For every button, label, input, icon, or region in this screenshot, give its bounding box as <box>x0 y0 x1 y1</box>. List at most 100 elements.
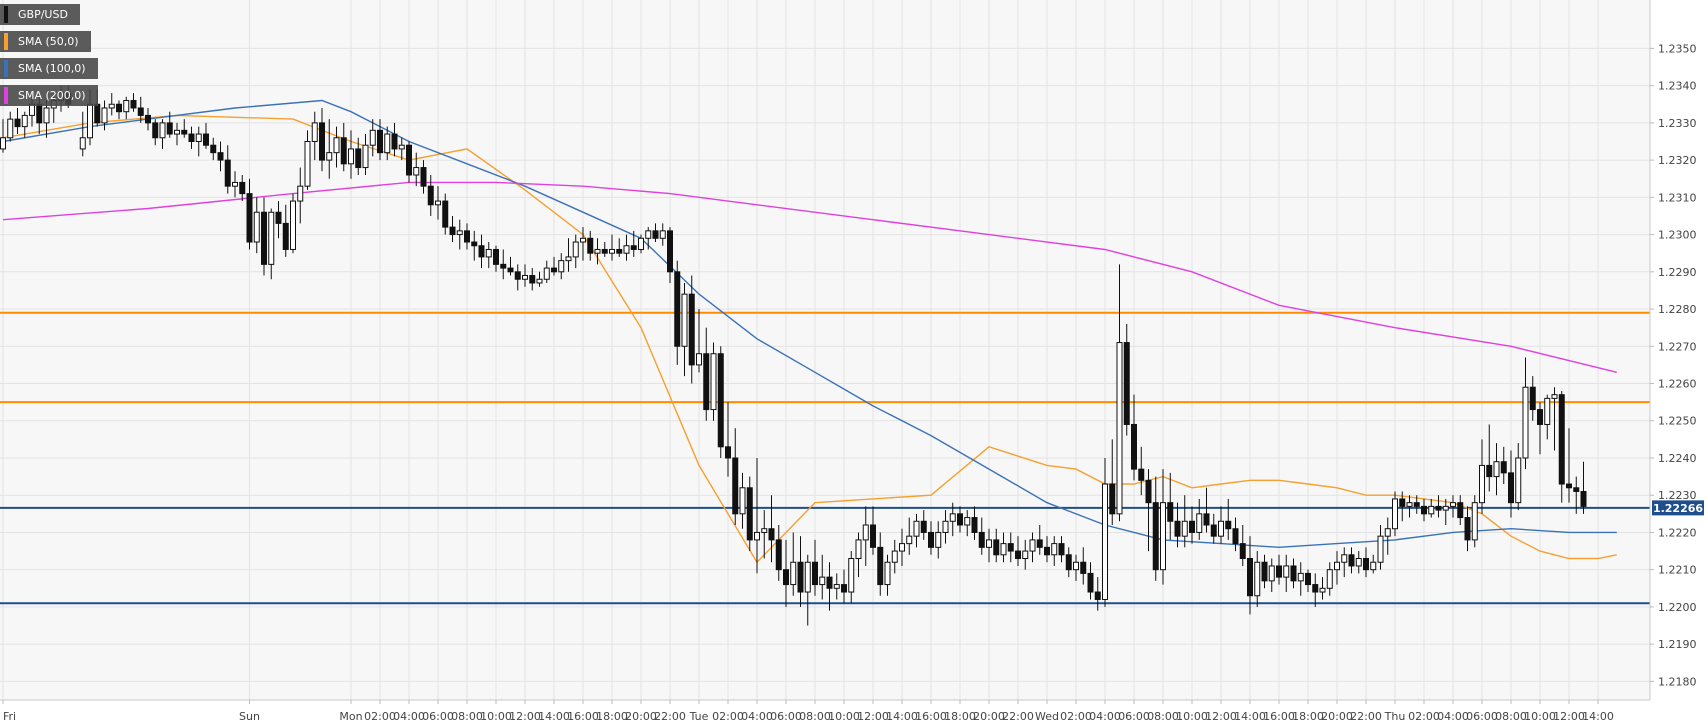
candle <box>1508 450 1514 518</box>
candle-body <box>906 535 913 545</box>
candle-body <box>841 584 847 593</box>
candle <box>427 175 434 216</box>
candle-body <box>333 137 340 154</box>
candle <box>493 245 499 272</box>
candle-body <box>572 241 579 258</box>
legend-label-sma-200: SMA (200,0) <box>18 89 86 102</box>
candle <box>355 137 362 175</box>
candle <box>116 100 122 120</box>
candle-body <box>1384 528 1391 537</box>
candle-body <box>311 122 318 142</box>
candle <box>688 275 695 384</box>
candle <box>1196 498 1203 540</box>
candle-body <box>1247 558 1253 597</box>
candle <box>1580 461 1587 514</box>
candle-body <box>594 248 601 254</box>
candle-body <box>152 122 159 139</box>
candle-body <box>1435 505 1442 511</box>
candle <box>406 141 412 183</box>
candle-body <box>1348 554 1355 567</box>
candle <box>1189 506 1195 544</box>
candle-body <box>783 569 789 586</box>
candle-body <box>819 576 826 586</box>
candle-body <box>768 528 775 541</box>
candle-body <box>406 144 412 176</box>
candle <box>797 536 804 607</box>
candle-body <box>848 558 855 593</box>
candle-body <box>1196 513 1203 533</box>
legend-item-sma-200[interactable]: SMA (200,0) <box>0 85 98 106</box>
sma-line <box>2 181 1617 373</box>
candle <box>623 234 630 261</box>
candle-body <box>1160 502 1166 571</box>
candle-body <box>304 140 311 187</box>
y-tick-label: 1.2220 <box>1658 526 1697 539</box>
candle <box>1341 547 1348 578</box>
candle <box>1522 357 1529 470</box>
candle <box>384 126 391 161</box>
candle <box>1471 495 1478 548</box>
legend-item-sma-50[interactable]: SMA (50,0) <box>0 31 91 52</box>
candle-body <box>833 584 840 589</box>
candle-body <box>826 576 833 589</box>
candle-body <box>717 353 724 448</box>
candle-body <box>529 275 536 284</box>
candle-body <box>348 148 354 165</box>
candle <box>652 223 659 243</box>
candle-body <box>536 278 543 284</box>
candle <box>507 256 514 276</box>
x-tick-label: 18:00 <box>944 710 976 723</box>
candle-body <box>1044 546 1050 556</box>
plot-background <box>0 0 1650 700</box>
candle <box>594 238 601 265</box>
candle-body <box>435 200 441 206</box>
candle <box>1174 502 1181 548</box>
candle-body <box>123 100 130 113</box>
candle-body <box>1392 498 1398 530</box>
candle-body <box>1399 498 1406 507</box>
candle-body <box>870 524 876 548</box>
candle <box>159 119 166 149</box>
candle-body <box>116 103 122 113</box>
candle <box>1080 547 1087 585</box>
legend-item-sma-100[interactable]: SMA (100,0) <box>0 58 98 79</box>
candle-body <box>935 531 942 548</box>
x-tick-label: 02:00 <box>712 710 744 723</box>
x-tick-label: Sun <box>239 710 260 723</box>
candle-body <box>891 550 898 563</box>
candle <box>1029 532 1036 563</box>
candle <box>1312 573 1319 607</box>
candle <box>819 554 826 600</box>
candle-body <box>79 137 86 150</box>
candle <box>587 230 594 261</box>
candle <box>1254 551 1261 607</box>
candle <box>79 111 86 157</box>
candle <box>645 227 652 250</box>
legend-item-symbol[interactable]: GBP/USD <box>0 4 80 25</box>
candle <box>1355 551 1362 574</box>
candle-body <box>986 539 992 548</box>
candle-body <box>913 520 920 537</box>
candle <box>398 137 405 161</box>
candle-body <box>543 267 550 280</box>
candle <box>1377 525 1384 570</box>
candle-body <box>797 561 804 593</box>
candle-body <box>978 531 985 548</box>
candle-body <box>587 237 594 254</box>
candle-body <box>181 129 188 135</box>
candle <box>21 111 28 138</box>
candle <box>884 554 891 596</box>
candle-body <box>130 100 137 109</box>
x-tick-label: Fri <box>3 710 16 723</box>
candle <box>1276 554 1282 585</box>
candle-body <box>638 237 644 250</box>
current-price-tag <box>1652 500 1704 516</box>
candle <box>1428 498 1435 518</box>
candle-body <box>630 245 637 250</box>
candle <box>1268 558 1275 593</box>
x-tick-label: 22:00 <box>1350 710 1382 723</box>
candle <box>1370 554 1377 574</box>
legend-swatch-sma-200 <box>4 87 8 104</box>
